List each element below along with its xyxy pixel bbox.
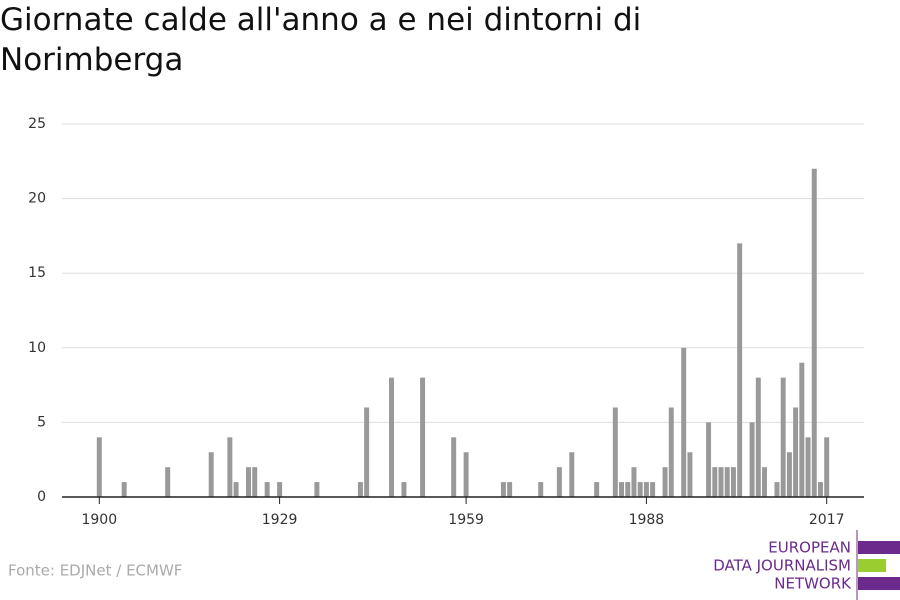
bar <box>799 362 805 497</box>
bar <box>314 482 320 497</box>
x-tick-label: 1929 <box>262 512 298 528</box>
bar <box>786 452 792 497</box>
bar <box>246 467 251 497</box>
source: Fonte: EDJNet / ECMWF <box>8 562 182 580</box>
logo-text: NETWORK <box>774 575 852 593</box>
bar <box>712 467 718 497</box>
bar <box>730 467 736 497</box>
y-tick-label: 10 <box>28 340 46 356</box>
x-tick-label: 1988 <box>629 512 665 528</box>
bar <box>774 482 780 497</box>
bar <box>706 422 712 497</box>
x-tick-label: 2017 <box>809 512 845 528</box>
bar <box>811 168 817 497</box>
logo-bar <box>858 541 900 554</box>
bar <box>594 482 600 497</box>
bar <box>401 482 407 497</box>
bar <box>668 407 674 497</box>
y-tick-label: 0 <box>37 489 46 505</box>
bar <box>805 437 811 497</box>
bar <box>650 482 656 497</box>
bar <box>252 467 258 497</box>
bar <box>500 482 506 497</box>
bar <box>538 482 544 497</box>
bar <box>364 407 370 497</box>
x-tick-label: 1900 <box>81 512 117 528</box>
bar <box>165 467 171 497</box>
chart-title: Giornate calde all'anno a e nei dintorni… <box>0 2 642 78</box>
bar <box>233 482 239 497</box>
bar <box>121 482 127 497</box>
y-tick-label: 25 <box>28 116 46 132</box>
bar <box>569 452 575 497</box>
bar <box>724 467 730 497</box>
bar <box>208 452 214 497</box>
logo-bar <box>858 577 900 590</box>
bar <box>755 377 761 497</box>
bar <box>227 437 233 497</box>
logo-text: DATA JOURNALISM <box>713 557 851 575</box>
bar <box>612 407 618 497</box>
bar <box>737 243 743 497</box>
bar <box>451 437 457 497</box>
bar <box>793 407 799 497</box>
logo-bar <box>858 559 886 572</box>
bar <box>780 377 786 497</box>
bar <box>643 482 649 497</box>
logo-text: EUROPEAN <box>768 539 851 557</box>
bar <box>264 482 270 497</box>
bar <box>637 482 643 497</box>
bar <box>718 467 724 497</box>
bar <box>463 452 469 497</box>
bar <box>824 437 830 497</box>
bar <box>817 482 823 497</box>
title-box: Giornate calde all'anno a e nei dintorni… <box>0 2 642 78</box>
bar <box>96 437 102 497</box>
y-tick-label: 15 <box>28 265 46 281</box>
bar <box>762 467 768 497</box>
bar <box>619 482 625 497</box>
y-tick-label: 5 <box>37 414 46 430</box>
bar <box>681 347 687 497</box>
bar <box>556 467 562 497</box>
bar <box>749 422 755 497</box>
bar <box>507 482 513 497</box>
bar <box>625 482 631 497</box>
bar <box>420 377 426 497</box>
bar <box>357 482 363 497</box>
bar <box>277 482 283 497</box>
bar <box>662 467 668 497</box>
bar <box>389 377 394 497</box>
bar <box>687 452 693 497</box>
y-tick-label: 20 <box>28 191 46 207</box>
x-tick-label: 1959 <box>448 512 484 528</box>
bar <box>631 467 637 497</box>
